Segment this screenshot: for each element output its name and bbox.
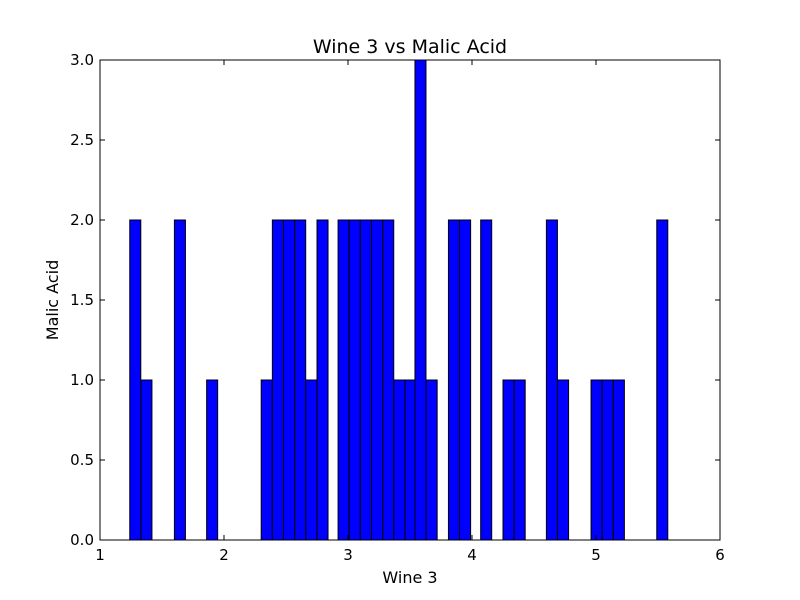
bar <box>393 379 406 541</box>
bar <box>414 59 427 541</box>
bar <box>371 219 384 541</box>
y-axis: 0.0 0.5 1.0 1.5 2.0 2.5 3.0 <box>70 51 720 549</box>
x-axis-title: Wine 3 <box>382 568 437 587</box>
bar <box>173 219 186 541</box>
bar <box>557 379 570 541</box>
bar <box>305 379 318 541</box>
bar <box>447 219 460 541</box>
bar <box>459 219 472 541</box>
x-tick-label: 5 <box>591 546 601 564</box>
bar <box>260 379 273 541</box>
bar <box>425 379 438 541</box>
y-tick-label: 0.0 <box>70 531 94 549</box>
bar <box>359 219 372 541</box>
bar <box>206 379 219 541</box>
bar <box>140 379 153 541</box>
bar <box>502 379 515 541</box>
y-tick-label: 2.0 <box>70 211 94 229</box>
bar <box>294 219 307 541</box>
y-tick-label: 1.5 <box>70 291 94 309</box>
x-tick-label: 2 <box>219 546 229 564</box>
x-tick-label: 1 <box>95 546 105 564</box>
bar <box>404 379 417 541</box>
bars-group <box>129 59 669 541</box>
bar <box>382 219 395 541</box>
x-tick-label: 6 <box>715 546 725 564</box>
bar <box>348 219 361 541</box>
bar <box>480 219 493 541</box>
bar <box>513 379 526 541</box>
x-axis: 1 2 3 4 5 6 <box>95 60 725 564</box>
bar <box>129 219 142 541</box>
bar <box>271 219 284 541</box>
bar <box>601 379 614 541</box>
bar <box>545 219 558 541</box>
x-tick-label: 3 <box>343 546 353 564</box>
bar <box>316 219 329 541</box>
x-tick-label: 4 <box>467 546 477 564</box>
y-tick-label: 1.0 <box>70 371 94 389</box>
chart-title: Wine 3 vs Malic Acid <box>313 36 507 58</box>
y-tick-label: 0.5 <box>70 451 94 469</box>
bar <box>656 219 669 541</box>
y-tick-label: 2.5 <box>70 131 94 149</box>
y-axis-title: Malic Acid <box>43 260 62 340</box>
bar <box>612 379 625 541</box>
y-tick-label: 3.0 <box>70 51 94 69</box>
bar <box>590 379 603 541</box>
bar <box>337 219 350 541</box>
bar <box>283 219 296 541</box>
